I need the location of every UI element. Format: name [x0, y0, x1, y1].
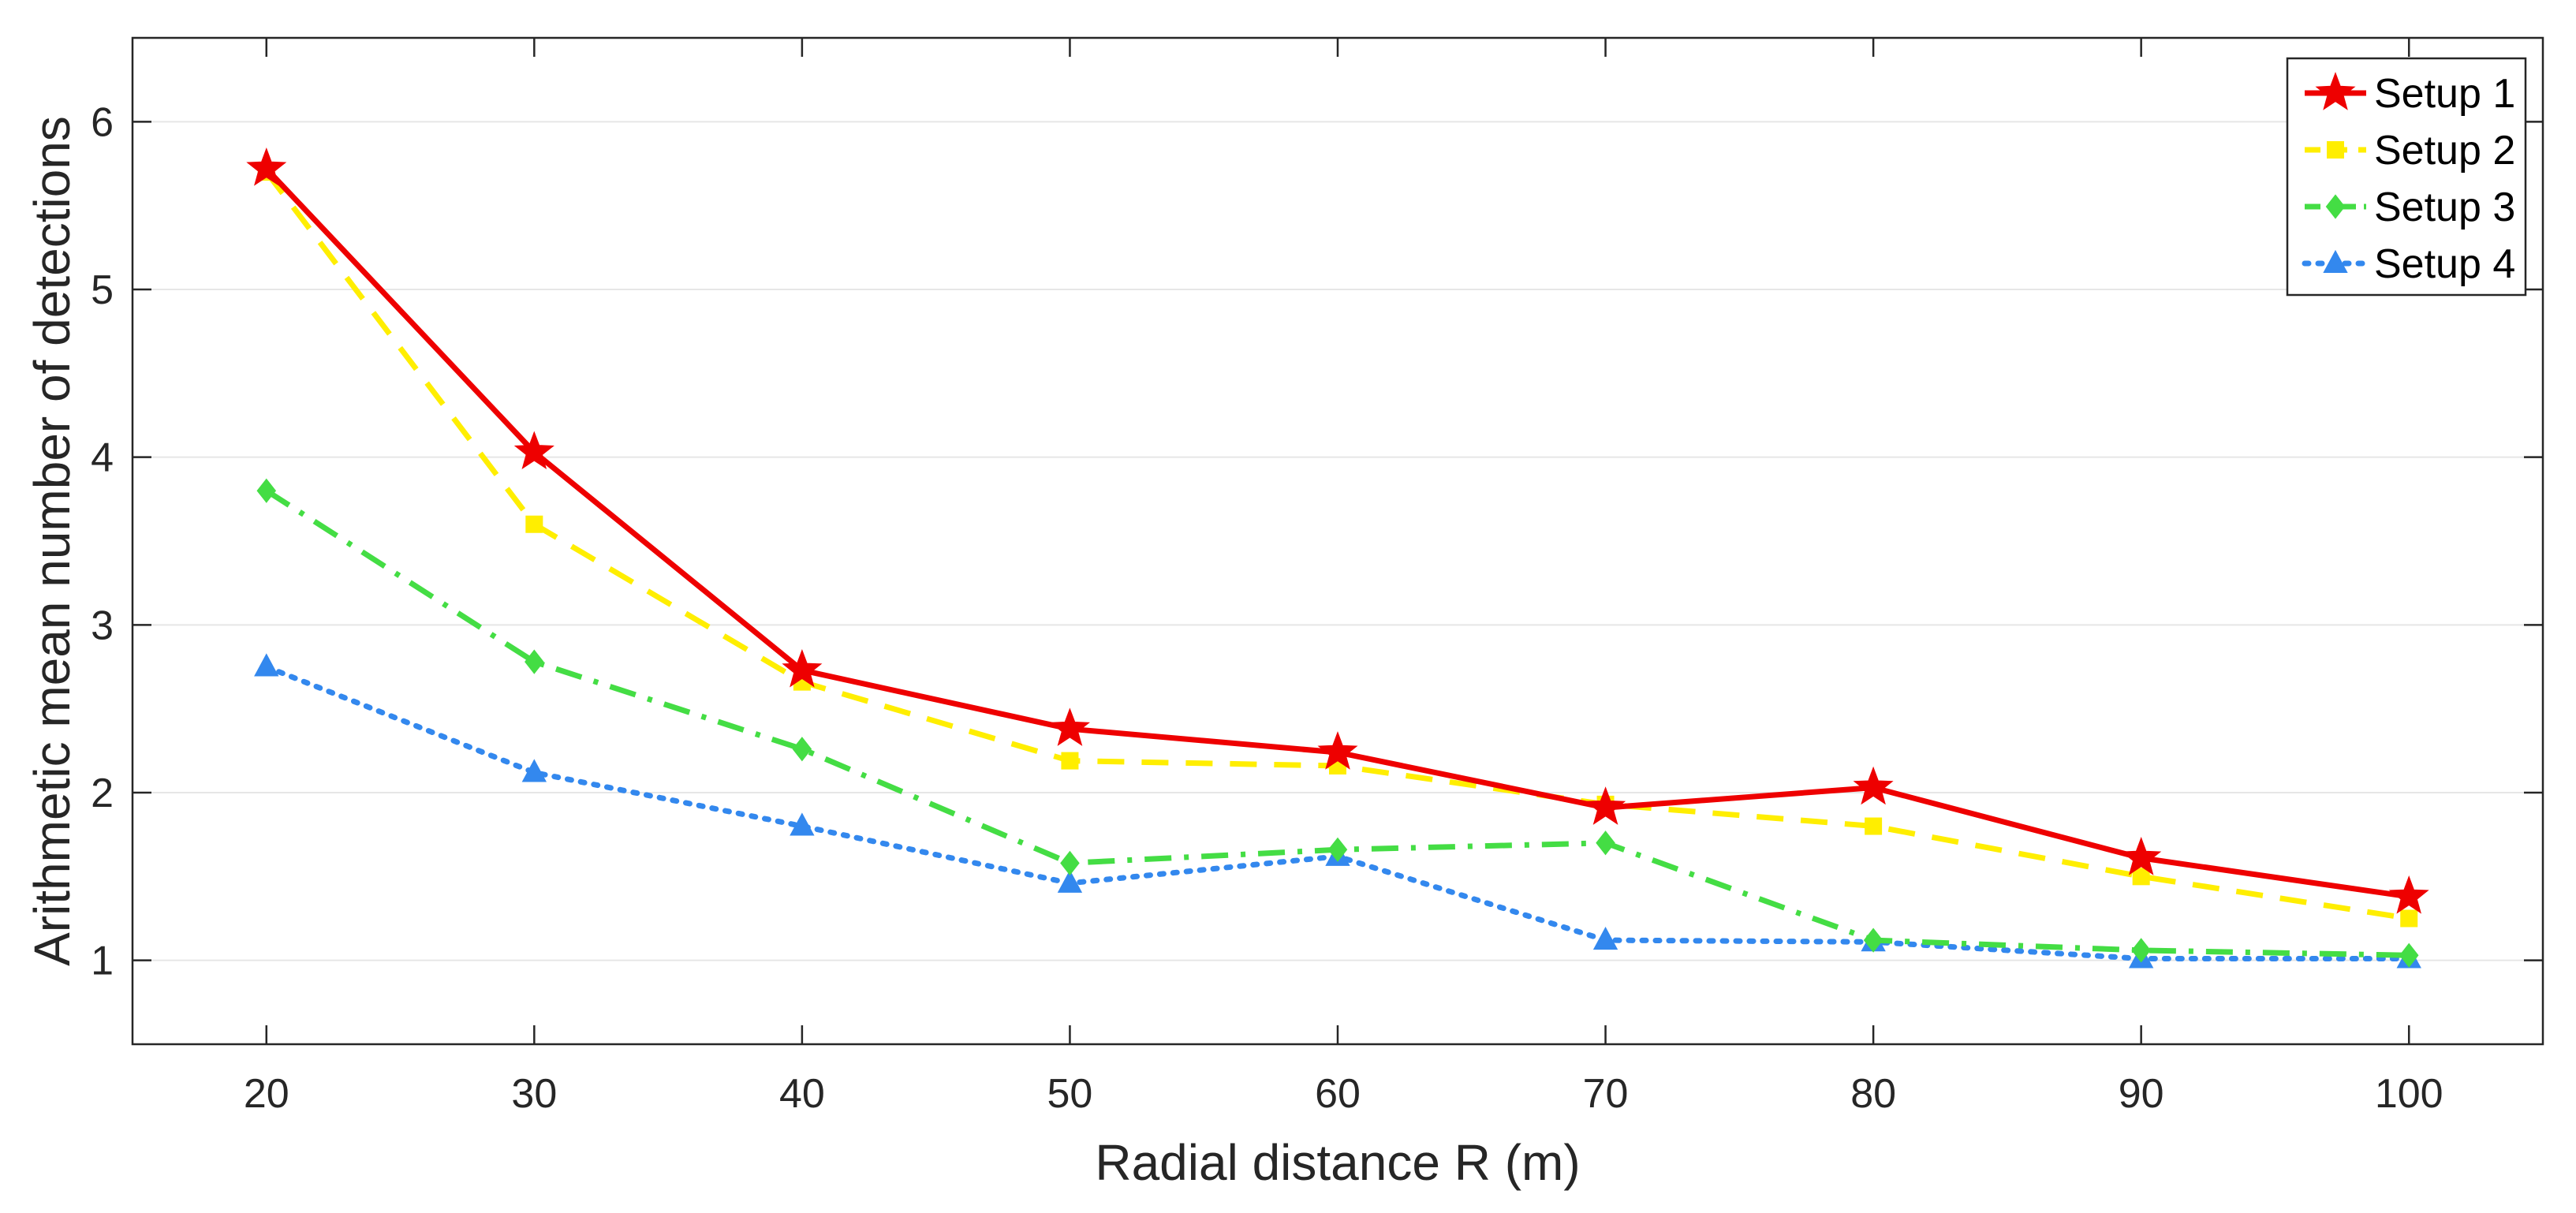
series-line	[263, 664, 2412, 961]
data-point	[1853, 766, 1894, 805]
legend-marker	[2327, 141, 2344, 159]
y-tick-label: 2	[91, 771, 114, 816]
data-point	[2131, 938, 2151, 963]
series-1	[246, 147, 2429, 914]
data-point	[1592, 927, 1618, 950]
data-point	[254, 653, 279, 677]
gridlines	[133, 121, 2543, 961]
data-point	[1049, 707, 1091, 746]
data-point	[782, 648, 823, 688]
data-point	[521, 759, 547, 782]
legend-entry: Setup 1	[2305, 71, 2515, 117]
plot-area-frame	[131, 36, 2544, 1046]
data-point	[2132, 868, 2150, 886]
x-tick-label: 80	[1850, 1071, 1896, 1117]
data-point	[1596, 830, 1615, 856]
x-tick-label: 60	[1315, 1071, 1361, 1117]
y-tick-label: 1	[91, 939, 114, 984]
legend: Setup 1 Setup 2 Setup 3 Setup 4	[2286, 57, 2527, 297]
legend-label: Setup 3	[2374, 185, 2515, 230]
data-point	[1061, 752, 1079, 770]
series-layer	[246, 147, 2429, 969]
series-line	[264, 488, 2410, 958]
x-tick-label: 20	[244, 1071, 289, 1117]
legend-label: Setup 2	[2374, 128, 2515, 174]
data-point	[513, 431, 554, 470]
legend-entry: Setup 3	[2305, 185, 2515, 230]
x-axis-label: Radial distance R (m)	[1095, 1134, 1580, 1191]
series-2	[257, 163, 2418, 927]
legend-label: Setup 1	[2374, 71, 2515, 117]
data-point	[1863, 927, 1883, 953]
data-point	[256, 478, 277, 503]
y-tick-label: 4	[91, 435, 114, 481]
series-3	[256, 478, 2419, 968]
legend-marker	[2323, 249, 2348, 273]
x-tick-label: 100	[2375, 1071, 2443, 1117]
x-tick-label: 90	[2119, 1071, 2164, 1117]
y-tick-label: 6	[91, 99, 114, 145]
x-tick-label: 70	[1583, 1071, 1629, 1117]
data-point	[2121, 837, 2162, 875]
x-tick-label: 40	[779, 1071, 825, 1117]
data-point	[2399, 942, 2419, 968]
data-point	[790, 812, 815, 836]
series-line	[264, 170, 2410, 921]
data-point	[525, 515, 543, 533]
data-point	[792, 737, 812, 762]
y-tick-label: 5	[91, 267, 114, 313]
data-point	[1865, 817, 1883, 835]
legend-marker	[2315, 72, 2356, 110]
data-point	[246, 147, 287, 186]
data-point	[1060, 850, 1080, 875]
series-4	[254, 653, 2421, 969]
data-point	[2400, 909, 2418, 927]
legend-marker	[2325, 194, 2346, 219]
data-point	[1327, 837, 1348, 862]
legend-label: Setup 4	[2374, 241, 2515, 287]
data-point	[1057, 869, 1083, 893]
legend-entry: Setup 2	[2305, 128, 2515, 174]
x-tick-label: 30	[511, 1071, 557, 1117]
series-line	[264, 166, 2410, 900]
data-point	[1585, 786, 1626, 825]
x-tick-label: 50	[1047, 1071, 1093, 1117]
data-point	[1317, 731, 1358, 770]
y-tick-label: 3	[91, 603, 114, 648]
data-point	[2388, 875, 2429, 914]
y-axis-label: Arithmetic mean number of detections	[24, 116, 80, 966]
data-point	[525, 649, 544, 674]
legend-entry: Setup 4	[2302, 241, 2515, 287]
axis-ticks: 1 2 3 4 5 6 20 30 40 50 60 70 80 90 100	[91, 38, 2543, 1117]
